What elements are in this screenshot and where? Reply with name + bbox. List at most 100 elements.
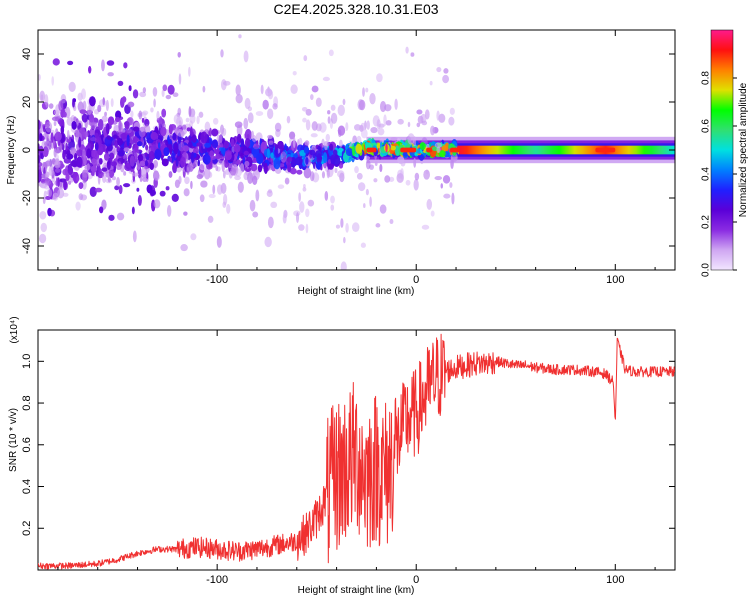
spectrogram-cell [377, 127, 385, 136]
spectrogram-cell [172, 92, 179, 98]
spectrogram-cell [365, 87, 369, 93]
spectrogram-cell [247, 171, 254, 184]
spectrogram-cell [123, 171, 127, 176]
spectrogram-cell [199, 194, 205, 203]
spectrogram-cell [39, 182, 48, 189]
spectrogram-cell [321, 138, 325, 148]
spectrogram-cell [80, 194, 88, 201]
spectrogram-cell [132, 230, 137, 243]
spectrogram-cell [177, 51, 181, 58]
spectrogram-cell [223, 193, 228, 206]
spectrogram-cell [442, 74, 450, 84]
spectrogram-cell [345, 222, 349, 233]
spectrogram-cell [77, 101, 84, 112]
spectrogram-cell [136, 187, 140, 192]
spectrogram-cell [307, 199, 315, 207]
spectrogram-cell [115, 116, 121, 123]
spectrogram-cell [397, 156, 405, 164]
spectrogram-cell [397, 118, 404, 125]
spectrogram-cell [327, 110, 331, 115]
spectrogram-cell [94, 142, 99, 151]
spectrogram-cell [81, 113, 88, 123]
spectrogram-cell [172, 132, 177, 141]
spectrogram-cell [144, 152, 148, 157]
spectrogram-cell [42, 196, 46, 205]
spectrogram-cell [139, 91, 147, 98]
spectrogram-cell [171, 193, 179, 202]
spectrogram-cell [82, 149, 86, 158]
spectrogram-cell [62, 192, 69, 197]
spectrogram-cell [118, 184, 123, 195]
spectrogram-cell [224, 169, 230, 175]
spectrogram-cell [220, 79, 227, 91]
spectrogram-cell [163, 147, 170, 157]
spectrogram-cell [190, 180, 193, 190]
y-tick-label: 20 [21, 96, 33, 108]
spectrogram-cell [330, 204, 335, 211]
spectrogram-cell [354, 166, 359, 174]
spectrogram-cell [211, 139, 219, 149]
spectrogram-cell [327, 159, 332, 165]
spectrogram-cell [330, 104, 336, 111]
spectrogram-cell [75, 201, 81, 211]
spectrogram-cell [185, 117, 190, 123]
spectrogram-cell [168, 143, 173, 155]
chart-title: C2E4.2025.328.10.31.E03 [273, 1, 438, 17]
spectrogram-cell [274, 122, 282, 132]
spectrogram-cell [449, 182, 453, 188]
spectrogram-cell [315, 97, 322, 107]
colorbar-ticks: 0.0 0.2 0.4 0.6 0.8 [701, 71, 737, 277]
spectrogram-ticks: -100 0 100 -40 -20 0 20 40 [21, 30, 675, 286]
spectrogram-cell [66, 138, 72, 143]
spectrogram-cell [299, 201, 305, 213]
spectrogram-cell [76, 156, 83, 168]
spectrogram-cell [142, 177, 148, 182]
spectrogram-cell [235, 84, 241, 96]
spectrogram-cell [380, 101, 387, 113]
spectrogram-cell [436, 146, 441, 154]
spectrogram-cell [88, 65, 92, 74]
spectrogram-cell [225, 151, 232, 161]
spectrogram-cell [289, 137, 292, 146]
spectrogram-cell [394, 98, 398, 110]
spectrogram-cell [365, 188, 369, 196]
spectrogram-cell [337, 125, 346, 136]
spectrogram-cell [148, 150, 155, 161]
spectrogram-cell [407, 133, 415, 145]
spectrogram-cell [436, 110, 440, 121]
spectrogram-cell [286, 115, 291, 124]
spectrogram-cell [429, 80, 433, 86]
spectrogram-cell [107, 72, 114, 77]
spectrogram-cell [369, 92, 376, 105]
x-tick-label: -100 [206, 574, 228, 586]
spectrogram-cell [329, 143, 334, 151]
spectrogram-cell [116, 146, 120, 152]
spectrogram-cell [229, 167, 237, 176]
spectrogram-cell [39, 211, 47, 220]
spectrogram-cell [309, 149, 316, 156]
spectrogram-cell [38, 155, 41, 164]
spectrogram-cell [104, 111, 107, 117]
spectrogram-cell [390, 136, 398, 142]
spectrogram-cell [162, 84, 168, 92]
spectrogram-cell [375, 223, 381, 228]
spectrogram-cell [356, 172, 363, 180]
spectrogram-cell [165, 94, 172, 100]
spectrogram-cell [221, 160, 225, 173]
spectrogram-cell [204, 121, 211, 132]
spectrogram-cell [81, 88, 86, 100]
spectrogram-cell [423, 169, 430, 180]
spectrogram-cell [39, 145, 44, 154]
spectrogram-cell [142, 87, 147, 93]
spectrogram-cell [73, 116, 77, 122]
spectrogram-cell [443, 193, 451, 199]
spectrogram-cell [123, 62, 128, 69]
spectrogram-cell [289, 167, 297, 175]
spectrogram-cell [252, 211, 259, 218]
spectrogram-cell [139, 160, 146, 167]
spectrogram-cell [267, 216, 274, 229]
spectrogram-cell [252, 175, 258, 185]
spectrogram-cell [330, 195, 335, 204]
spectrogram-cell [389, 219, 394, 225]
spectrogram-cell [295, 212, 300, 223]
